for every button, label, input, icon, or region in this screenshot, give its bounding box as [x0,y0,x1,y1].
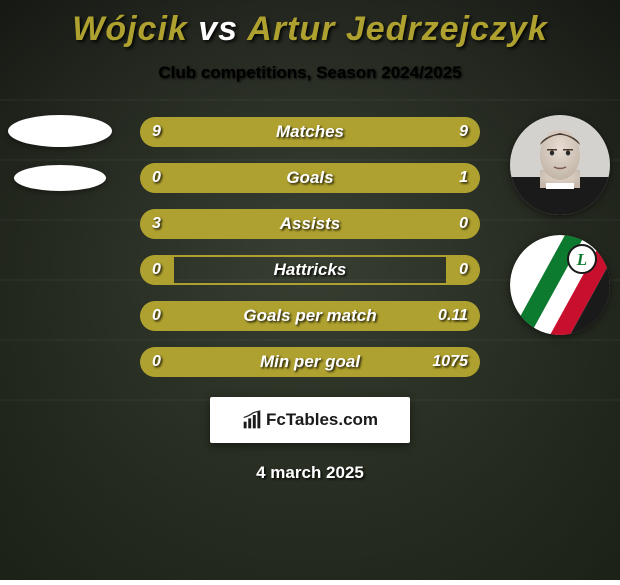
player1-club-placeholder [14,165,106,191]
stat-value-left: 0 [152,169,161,187]
stat-value-right: 1 [459,169,468,187]
player2-name: Artur Jedrzejczyk [247,10,547,48]
stat-row: Goals 0 1 [140,163,480,193]
site-logo: FcTables.com [242,410,378,430]
stat-value-left: 0 [152,261,161,279]
stats-area: L Matches99Goals01Assists30Hattricks00Go… [0,117,620,377]
stat-label: Min per goal [260,352,360,372]
stat-value-left: 0 [152,353,161,371]
player2-club-badge: L [510,235,610,335]
stat-value-right: 0 [459,215,468,233]
stat-fill-right [405,209,480,239]
player1-photo-placeholder [8,115,112,147]
stat-value-right: 0 [459,261,468,279]
stat-label: Goals [286,168,333,188]
stat-label: Hattricks [274,260,347,280]
stat-row: Matches 9 9 [140,117,480,147]
left-avatars [8,115,112,191]
stat-label: Goals per match [243,306,376,326]
vs-word: vs [198,10,238,48]
stat-value-right: 9 [459,123,468,141]
stat-row: Goals per match 0 0.11 [140,301,480,331]
stat-value-right: 0.11 [438,307,468,325]
stat-row: Hattricks 0 0 [140,255,480,285]
stat-row: Min per goal 0 1075 [140,347,480,377]
stat-label: Assists [280,214,340,234]
stat-value-right: 1075 [432,353,468,371]
player2-photo [510,115,610,215]
stat-fill-left [140,209,405,239]
site-name: FcTables.com [266,410,378,430]
stat-fill-left [140,163,201,193]
stat-fill-right [201,163,480,193]
svg-text:L: L [576,250,587,269]
stat-value-left: 0 [152,307,161,325]
subtitle: Club competitions, Season 2024/2025 [158,63,461,83]
right-avatars: L [508,115,612,335]
stat-value-left: 3 [152,215,161,233]
site-badge: FcTables.com [210,397,410,443]
stat-label: Matches [276,122,344,142]
stat-row: Assists 3 0 [140,209,480,239]
chart-icon [242,410,262,430]
snapshot-date: 4 march 2025 [256,463,364,483]
stat-rows: Matches99Goals01Assists30Hattricks00Goal… [140,117,480,377]
comparison-title: Wójcik vs Artur Jedrzejczyk [72,10,548,49]
player1-name: Wójcik [72,10,188,48]
stat-value-left: 9 [152,123,161,141]
